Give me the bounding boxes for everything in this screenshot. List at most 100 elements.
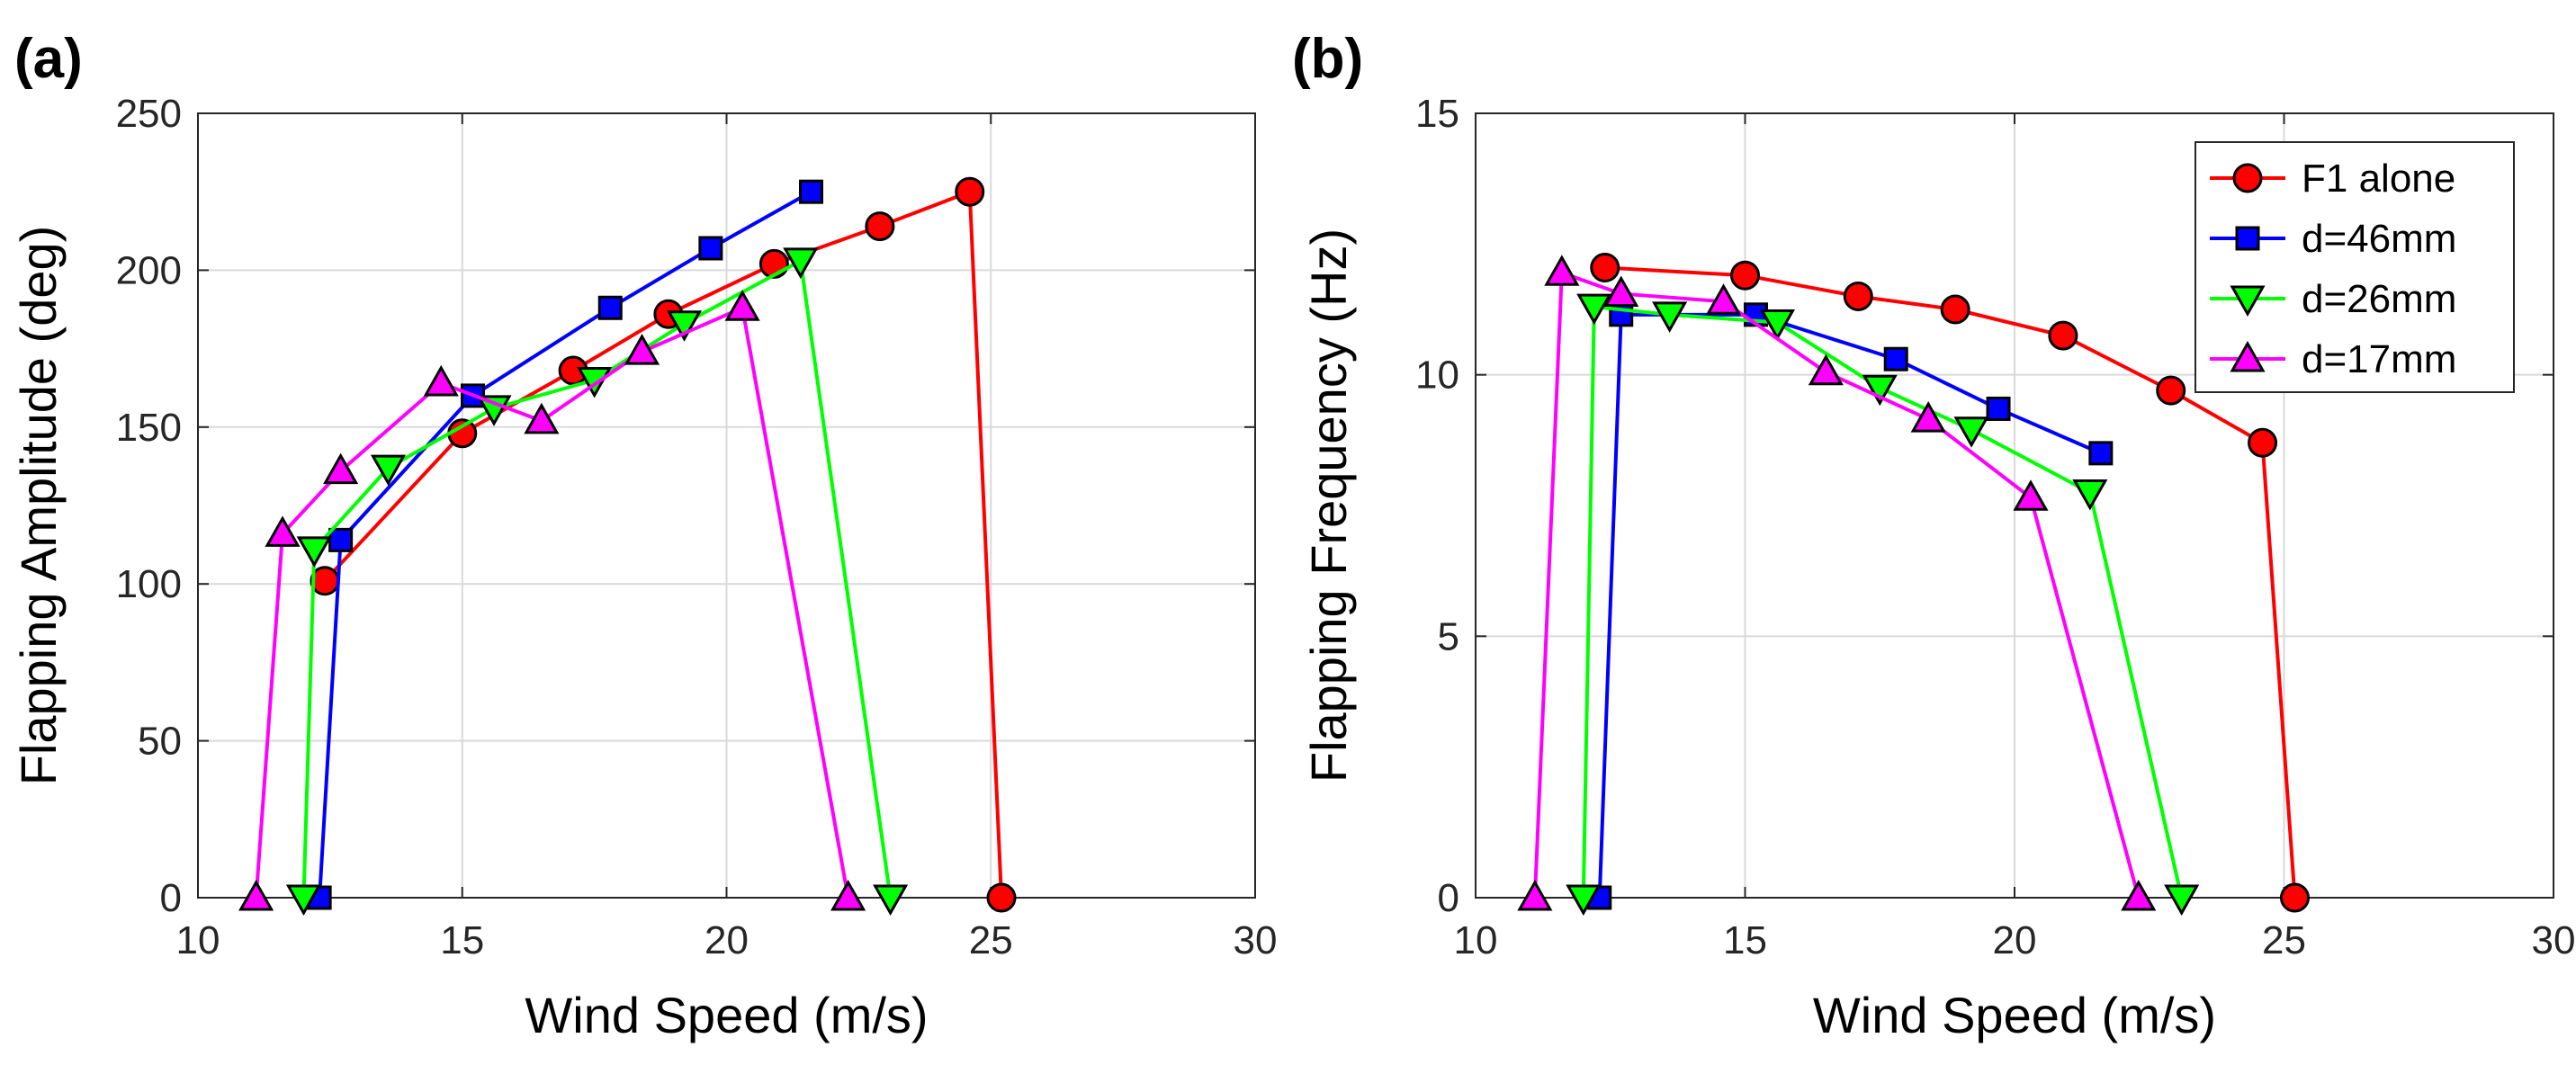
series-line	[254, 306, 850, 899]
data-point	[524, 402, 560, 434]
series-line	[1597, 312, 2102, 899]
x-tick-label: 30	[2532, 918, 2576, 962]
data-point	[2121, 879, 2157, 911]
data-point	[1862, 374, 1898, 407]
data-point	[799, 179, 823, 204]
y-tick-label: 5	[1438, 614, 1459, 658]
y-tick-label: 250	[116, 92, 182, 136]
y-tick-label: 150	[116, 406, 182, 450]
y-tick-label: 50	[138, 720, 182, 764]
data-point	[2072, 479, 2108, 511]
series-d-46mm	[307, 179, 823, 910]
data-point	[2013, 479, 2049, 511]
data-point	[1808, 354, 1844, 386]
series-line	[1604, 265, 2297, 899]
legend-marker	[2232, 163, 2263, 193]
series-line	[323, 190, 1003, 899]
x-axis-title: Wind Speed (m/s)	[1813, 987, 2216, 1043]
data-point	[1576, 293, 1612, 326]
series-d-26mm	[285, 247, 909, 917]
x-tick-label: 20	[1993, 918, 2037, 962]
data-point	[476, 395, 512, 426]
data-point	[2248, 427, 2278, 458]
data-point	[1544, 255, 1580, 286]
series-d-26mm	[1566, 293, 2200, 917]
data-point	[2279, 882, 2310, 913]
y-axis-title: Flapping Frequency (Hz)	[1300, 228, 1357, 783]
data-point	[2088, 441, 2114, 466]
data-point	[2156, 375, 2186, 406]
data-point	[830, 879, 866, 911]
data-point	[597, 295, 623, 320]
data-point	[265, 515, 301, 547]
data-point	[238, 879, 274, 911]
x-axis-title: Wind Speed (m/s)	[525, 987, 928, 1043]
chart-panel-a: 10 15 20 25 30 0 50 100 150 200 250 Wind Speed (m/s…	[10, 28, 1277, 1043]
x-tick-label: 15	[440, 918, 484, 962]
data-point	[296, 536, 332, 568]
series-f1-alone	[1590, 252, 2310, 913]
data-point	[1603, 275, 1639, 308]
data-point	[955, 176, 985, 207]
panel-label: (a)	[14, 28, 83, 90]
y-tick-label: 100	[116, 562, 182, 606]
data-point	[624, 334, 660, 365]
series-line	[301, 258, 893, 899]
legend-label: d=17mm	[2302, 337, 2456, 381]
data-point	[2048, 320, 2078, 351]
data-point	[724, 290, 760, 321]
data-point	[1590, 252, 1620, 282]
x-tick-label: 25	[2262, 918, 2306, 962]
data-point	[783, 247, 819, 279]
x-tick-label: 15	[1723, 918, 1767, 962]
x-tick-label: 30	[1234, 918, 1278, 962]
data-point	[423, 364, 459, 397]
data-point	[1843, 281, 1873, 311]
y-tick-label: 10	[1415, 354, 1459, 398]
data-point	[698, 236, 723, 261]
legend-marker	[2235, 226, 2260, 251]
data-point	[1652, 301, 1688, 333]
series-d-17mm	[238, 290, 866, 911]
data-point	[1705, 283, 1742, 315]
x-tick-label: 20	[705, 918, 749, 962]
legend-marker	[2230, 340, 2266, 372]
legend: F1 alone d=46mm d=26mm d=17mm	[2195, 141, 2515, 393]
data-point	[285, 884, 322, 917]
y-tick-label: 0	[160, 876, 182, 920]
data-point	[1910, 401, 1946, 433]
legend-label: d=26mm	[2302, 277, 2456, 321]
data-point	[666, 310, 703, 342]
series-line	[1581, 305, 2184, 899]
data-point	[1953, 416, 1989, 448]
x-tick-label: 10	[176, 918, 220, 962]
chart-panel-b: 10 15 20 25 30 0 5 10 15 Wind Speed (m/s) Flapping…	[1292, 28, 2575, 1043]
data-point	[2164, 884, 2200, 917]
data-point	[1986, 396, 2011, 421]
series-d-17mm	[1517, 255, 2157, 911]
data-point	[1730, 260, 1760, 291]
data-point	[323, 452, 359, 485]
data-point	[1517, 879, 1553, 911]
y-tick-label: 200	[116, 248, 182, 292]
data-point	[1759, 309, 1796, 341]
data-point	[1566, 884, 1602, 917]
y-tick-label: 15	[1415, 92, 1459, 136]
y-axis-title: Flapping Amplitude (deg)	[10, 226, 67, 786]
data-point	[873, 884, 909, 917]
y-tick-label: 0	[1438, 876, 1459, 920]
data-point	[1883, 346, 1908, 371]
series-line	[318, 190, 812, 899]
data-point	[1940, 294, 1970, 325]
data-point	[328, 527, 354, 552]
data-point	[865, 211, 895, 242]
data-point	[370, 454, 407, 487]
legend-label: d=46mm	[2302, 217, 2456, 261]
data-point	[986, 882, 1017, 913]
x-tick-label: 10	[1454, 918, 1498, 962]
panel-label: (b)	[1292, 28, 1363, 90]
x-tick-label: 25	[969, 918, 1013, 962]
legend-marker	[2230, 285, 2266, 318]
data-point	[577, 366, 613, 398]
